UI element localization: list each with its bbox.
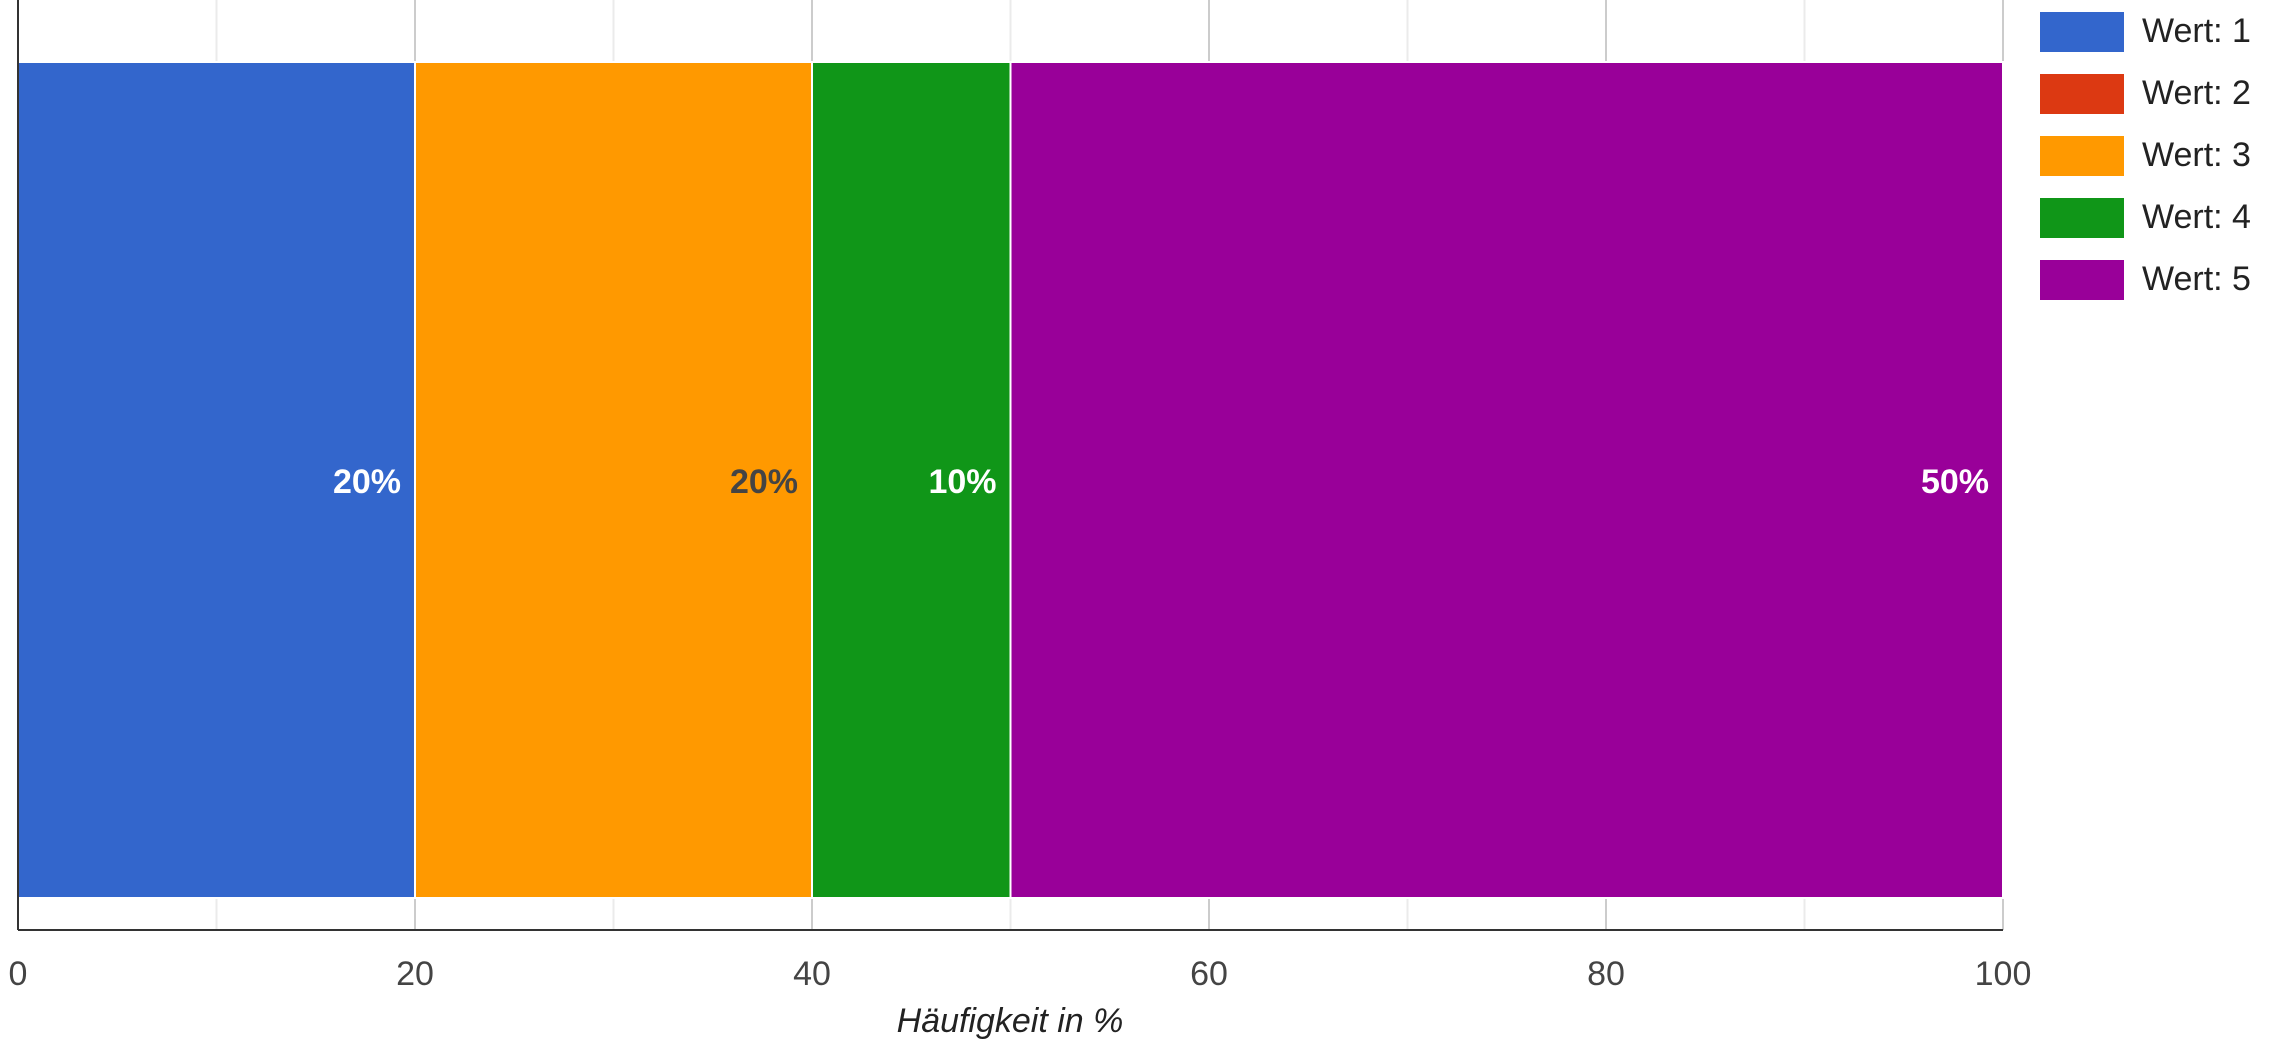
- x-tick-label: 40: [793, 955, 831, 993]
- legend-swatch: [2040, 136, 2124, 176]
- legend-item[interactable]: Wert: 4: [2040, 198, 2251, 238]
- x-tick-label: 80: [1587, 955, 1625, 993]
- data-labels: 20% 20% 10% 50%: [333, 463, 1989, 501]
- legend-item[interactable]: Wert: 1: [2040, 12, 2251, 52]
- legend-label: Wert: 5: [2142, 260, 2251, 298]
- data-label: 10%: [928, 463, 996, 501]
- legend-label: Wert: 3: [2142, 136, 2251, 174]
- bar-segment-5[interactable]: [1009, 61, 2004, 899]
- x-axis-title: Häufigkeit in %: [897, 1002, 1124, 1040]
- legend-item[interactable]: Wert: 3: [2040, 136, 2251, 176]
- legend-item[interactable]: Wert: 5: [2040, 260, 2251, 300]
- legend-swatch: [2040, 260, 2124, 300]
- data-label: 20%: [730, 463, 798, 501]
- legend-label: Wert: 2: [2142, 74, 2251, 112]
- data-label: 50%: [1921, 463, 1989, 501]
- legend-label: Wert: 1: [2142, 12, 2251, 50]
- bar-segment-1[interactable]: [17, 61, 416, 899]
- x-tick-label: 20: [396, 955, 434, 993]
- category-label-fragment: e: [0, 462, 1, 496]
- category-label-fragment: n: [0, 412, 1, 446]
- bar-segment-3[interactable]: [414, 61, 813, 899]
- legend-swatch: [2040, 74, 2124, 114]
- bar-segment-4[interactable]: [811, 61, 1012, 899]
- legend-swatch: [2040, 12, 2124, 52]
- x-tick-label: 60: [1190, 955, 1228, 993]
- data-label: 20%: [333, 463, 401, 501]
- legend[interactable]: Wert: 1 Wert: 2 Wert: 3 Wert: 4 Wert: 5: [2040, 12, 2251, 300]
- legend-swatch: [2040, 198, 2124, 238]
- legend-label: Wert: 4: [2142, 198, 2251, 236]
- x-tick-label: 0: [9, 955, 28, 993]
- legend-item[interactable]: Wert: 2: [2040, 74, 2251, 114]
- x-tick-labels: 0 20 40 60 80 100: [9, 955, 2032, 993]
- axes: [17, 0, 2003, 931]
- bar-segments[interactable]: [17, 61, 2004, 899]
- x-tick-label: 100: [1975, 955, 2032, 993]
